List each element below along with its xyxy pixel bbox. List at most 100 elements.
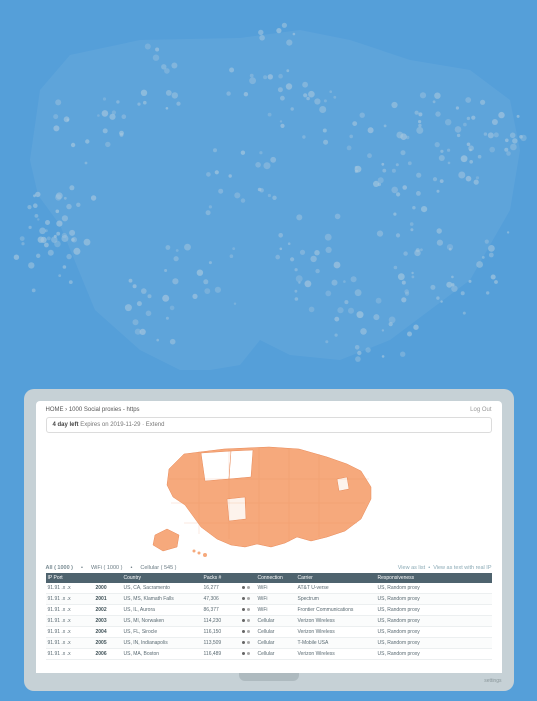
app-screen: HOME › 1000 Social proxies - https Log O…	[36, 401, 502, 673]
cell-ip: 91.91 .x .x	[46, 651, 94, 657]
cell-ip: 91.91 .x .x	[46, 618, 94, 624]
cell-country: US, CA, Sacramento	[122, 585, 202, 591]
cell-ip: 91.91 .x .x	[46, 640, 94, 646]
cell-port: 2001	[94, 596, 122, 602]
cell-carrier: Verizon Wireless	[296, 651, 376, 657]
laptop-trackpad	[239, 673, 299, 681]
cell-status	[236, 618, 256, 624]
tab-cellular-count: ( 545 )	[161, 565, 177, 571]
table-row[interactable]: 91.91 .x .x2001US, MS, Klamath Falls47,3…	[46, 594, 492, 605]
cell-packs: 86,377	[202, 607, 236, 613]
table-row[interactable]: 91.91 .x .x2004US, FL, Sirocle116,150Cel…	[46, 627, 492, 638]
cell-connection: WiFi	[256, 585, 296, 591]
background-usa-map	[0, 10, 537, 390]
tab-wifi-count: ( 1000 )	[104, 565, 123, 571]
cell-connection: WiFi	[256, 596, 296, 602]
tab-cellular-label: Cellular	[140, 565, 159, 571]
cell-port: 2003	[94, 618, 122, 624]
cell-carrier: AT&T U-verse	[296, 585, 376, 591]
proxy-table: IP Port Country Packs # Connection Carri…	[46, 573, 492, 660]
cell-status	[236, 607, 256, 613]
filter-row: All ( 1000 ) • WiFi ( 1000 ) • Cellular …	[46, 565, 492, 571]
cell-connection: Cellular	[256, 618, 296, 624]
base-settings-label: settings	[484, 678, 501, 684]
breadcrumb: HOME › 1000 Social proxies - https	[46, 407, 140, 413]
app-header: HOME › 1000 Social proxies - https Log O…	[36, 401, 502, 417]
cell-carrier: Spectrum	[296, 596, 376, 602]
th-packs: Packs #	[202, 575, 236, 581]
cell-packs: 16,277	[202, 585, 236, 591]
cell-country: US, IN, Indianapolis	[122, 640, 202, 646]
cell-country: US, MA, Boston	[122, 651, 202, 657]
cell-responsiveness: US, Random proxy	[376, 585, 476, 591]
cell-ip: 91.91 .x .x	[46, 585, 94, 591]
table-header: IP Port Country Packs # Connection Carri…	[46, 573, 492, 583]
cell-status	[236, 629, 256, 635]
cell-country: US, MS, Klamath Falls	[122, 596, 202, 602]
tab-cellular[interactable]: Cellular ( 545 )	[140, 565, 176, 571]
tab-wifi-label: WiFi	[91, 565, 102, 571]
cell-connection: Cellular	[256, 629, 296, 635]
expiry-notice: 4 day left Expires on 2019-11-29 · Exten…	[46, 417, 492, 433]
cell-ip: 91.91 .x .x	[46, 629, 94, 635]
tab-all[interactable]: All ( 1000 )	[46, 565, 74, 571]
cell-port: 2002	[94, 607, 122, 613]
page-title: 1000 Social proxies - https	[69, 407, 140, 413]
tab-all-count: ( 1000 )	[54, 565, 73, 571]
cell-status	[236, 640, 256, 646]
cell-packs: 113,509	[202, 640, 236, 646]
connection-tabs: All ( 1000 ) • WiFi ( 1000 ) • Cellular …	[46, 565, 177, 571]
th-status	[236, 575, 256, 581]
cell-country: US, IL, Aurora	[122, 607, 202, 613]
cell-responsiveness: US, Random proxy	[376, 607, 476, 613]
table-row[interactable]: 91.91 .x .x2000US, CA, Sacramento16,277 W…	[46, 583, 492, 594]
cell-port: 2005	[94, 640, 122, 646]
cell-packs: 116,489	[202, 651, 236, 657]
cell-status	[236, 651, 256, 657]
view-as-text-ip-link[interactable]: View as text with real IP	[433, 565, 491, 571]
th-country: Country	[122, 575, 202, 581]
th-ip: IP Port	[46, 575, 94, 581]
notice-detail: Expires on 2019-11-29 · Extend	[80, 422, 164, 428]
table-row[interactable]: 91.91 .x .x2005US, IN, Indianapolis113,5…	[46, 638, 492, 649]
cell-connection: Cellular	[256, 651, 296, 657]
cell-port: 2004	[94, 629, 122, 635]
choropleth-map-panel	[46, 439, 492, 561]
cell-packs: 114,230	[202, 618, 236, 624]
th-carrier: Carrier	[296, 575, 376, 581]
view-as-list-link[interactable]: View as list	[398, 565, 425, 571]
cell-packs: 116,150	[202, 629, 236, 635]
th-responsiveness: Responsiveness	[376, 575, 476, 581]
cell-status	[236, 596, 256, 602]
breadcrumb-home[interactable]: HOME	[46, 407, 64, 413]
cell-carrier: T-Mobile USA	[296, 640, 376, 646]
table-row[interactable]: 91.91 .x .x2003US, MI, Norwaken114,230Ce…	[46, 616, 492, 627]
cell-responsiveness: US, Random proxy	[376, 651, 476, 657]
view-actions: View as list • View as text with real IP	[398, 565, 492, 571]
cell-ip: 91.91 .x .x	[46, 596, 94, 602]
cell-carrier: Frontier Communications	[296, 607, 376, 613]
logout-link[interactable]: Log Out	[470, 407, 491, 413]
tab-sep: •	[81, 565, 83, 571]
cell-responsiveness: US, Random proxy	[376, 618, 476, 624]
cell-packs: 47,306	[202, 596, 236, 602]
cell-port: 2000	[94, 585, 122, 591]
laptop-base: settings	[24, 673, 514, 691]
table-row[interactable]: 91.91 .x .x2002US, IL, Aurora86,377 WiFiF…	[46, 605, 492, 616]
cell-carrier: Verizon Wireless	[296, 629, 376, 635]
th-connection: Connection	[256, 575, 296, 581]
table-body: 91.91 .x .x2000US, CA, Sacramento16,277W…	[46, 583, 492, 660]
cell-responsiveness: US, Random proxy	[376, 596, 476, 602]
usa-choropleth-svg	[149, 439, 389, 559]
table-row[interactable]: 91.91 .x .x2006US, MA, Boston116,489Cell…	[46, 649, 492, 660]
tab-all-label: All	[46, 565, 53, 571]
cell-connection: Cellular	[256, 640, 296, 646]
cell-carrier: Verizon Wireless	[296, 618, 376, 624]
cell-ip: 91.91 .x .x	[46, 607, 94, 613]
tab-wifi[interactable]: WiFi ( 1000 )	[91, 565, 123, 571]
cell-connection: WiFi	[256, 607, 296, 613]
laptop-screen-frame: HOME › 1000 Social proxies - https Log O…	[24, 389, 514, 673]
breadcrumb-sep: ›	[65, 407, 67, 413]
laptop-mockup: HOME › 1000 Social proxies - https Log O…	[24, 389, 514, 691]
notice-days-left: 4 day left	[53, 422, 79, 428]
